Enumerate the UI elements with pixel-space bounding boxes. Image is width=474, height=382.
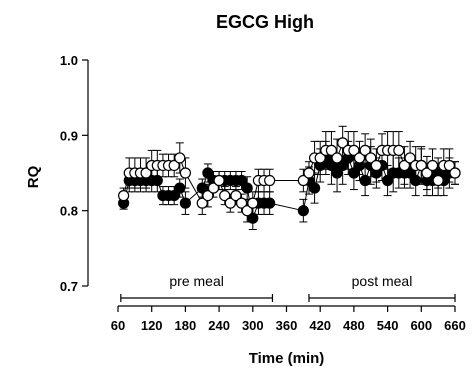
data-point-open <box>224 197 236 209</box>
data-point-open <box>314 152 326 164</box>
x-tick-label: 480 <box>343 318 365 333</box>
data-point-open <box>359 144 371 156</box>
annotation-label: pre meal <box>169 273 223 289</box>
data-point-open <box>297 174 309 187</box>
y-tick-label: 0.7 <box>60 279 78 294</box>
y-axis-label: RQ <box>25 165 42 188</box>
data-point-filled <box>308 182 321 194</box>
y-tick-label: 1.0 <box>60 53 78 68</box>
x-tick-label: 420 <box>309 318 331 333</box>
data-point-open <box>365 152 377 164</box>
data-point-open <box>264 174 276 187</box>
data-point-open <box>348 144 360 156</box>
data-point-open <box>432 174 444 187</box>
data-point-open <box>207 182 220 194</box>
x-tick-label: 660 <box>444 318 466 333</box>
data-point-open <box>303 167 315 179</box>
data-point-open <box>202 190 214 202</box>
data-point-open <box>213 174 225 187</box>
x-tick-label: 180 <box>175 318 197 333</box>
data-point-filled <box>264 197 276 209</box>
data-point-open <box>415 159 427 172</box>
data-point-open <box>393 144 405 156</box>
x-tick-label: 120 <box>141 318 163 333</box>
data-point-open <box>353 152 366 164</box>
y-ticks: 0.7 0.8 0.9 1.0 <box>60 53 88 294</box>
data-point-open <box>118 190 130 202</box>
data-point-open <box>443 159 455 172</box>
data-point-open <box>174 152 186 164</box>
data-point-filled <box>359 174 371 187</box>
data-point-open <box>230 190 242 202</box>
x-tick-label: 300 <box>242 318 264 333</box>
data-point-filled <box>168 190 180 202</box>
chart-title: EGCG High <box>216 12 314 32</box>
data-point-open <box>331 152 343 164</box>
plot-area <box>118 125 461 230</box>
x-tick-label: 600 <box>410 318 432 333</box>
data-point-open <box>168 159 180 172</box>
data-point-open <box>325 144 338 156</box>
data-point-filled <box>297 205 309 217</box>
x-tick-label: 240 <box>208 318 230 333</box>
x-tick-label: 360 <box>276 318 298 333</box>
x-ticks: 60 120 180 240 300 360 420 480 540 600 660 <box>111 306 466 333</box>
x-tick-label: 540 <box>377 318 399 333</box>
x-axis-label: Time (min) <box>249 350 325 367</box>
data-point-filled <box>241 182 253 194</box>
data-point-filled <box>382 174 394 187</box>
data-point-open <box>337 137 349 149</box>
data-point-filled <box>337 159 349 172</box>
y-tick-label: 0.8 <box>60 204 78 219</box>
data-point-filled <box>202 167 214 179</box>
data-point-open <box>449 167 461 179</box>
data-point-filled <box>235 174 248 187</box>
data-point-open <box>370 159 382 172</box>
x-tick-label: 60 <box>111 318 125 333</box>
data-point-open <box>404 152 416 164</box>
data-point-open <box>426 159 439 172</box>
data-point-open <box>219 190 231 202</box>
y-tick-label: 0.9 <box>60 128 78 143</box>
data-point-open <box>196 197 208 209</box>
series-2 <box>118 125 461 223</box>
data-point-open <box>140 167 152 179</box>
meal-annotations: pre meal post meal <box>120 273 456 302</box>
data-point-open <box>421 167 433 179</box>
data-point-open <box>247 197 259 209</box>
data-point-filled <box>179 197 191 209</box>
data-point-open <box>179 167 191 179</box>
data-point-open <box>241 205 253 217</box>
data-point-open <box>235 197 248 209</box>
annotation-label: post meal <box>352 273 413 289</box>
data-point-open <box>398 159 411 172</box>
